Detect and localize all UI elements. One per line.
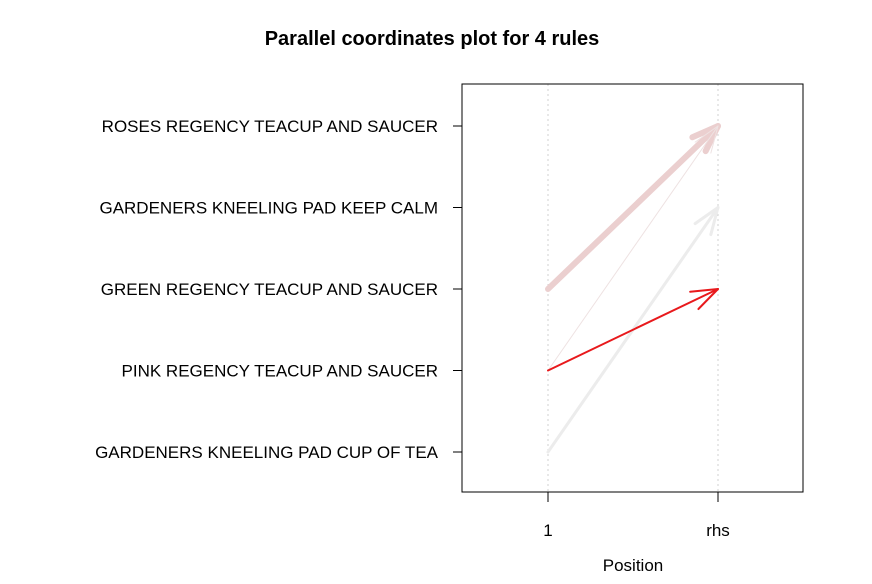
rule-arrow-2 — [547, 125, 719, 371]
y-tick-label: PINK REGENCY TEACUP AND SAUCER — [122, 362, 438, 381]
rules-layer — [545, 123, 721, 454]
rule-arrowhead — [689, 288, 719, 311]
rule-line — [545, 123, 721, 292]
plot-frame — [461, 83, 804, 493]
chart-title: Parallel coordinates plot for 4 rules — [265, 28, 600, 50]
y-tick-label: GREEN REGENCY TEACUP AND SAUCER — [101, 280, 438, 299]
x-tick-label: rhs — [706, 521, 730, 540]
y-tick-label: ROSES REGENCY TEACUP AND SAUCER — [102, 117, 438, 136]
rule-line — [547, 125, 719, 371]
rule-line — [547, 288, 719, 372]
rule-arrow-1 — [545, 123, 721, 292]
rule-arrowhead — [693, 206, 720, 237]
x-tick-label: 1 — [543, 521, 552, 540]
y-tick-label: GARDENERS KNEELING PAD KEEP CALM — [99, 199, 438, 218]
grid-layer — [547, 84, 719, 492]
x-axis-label: Position — [603, 556, 663, 575]
rule-arrowhead — [694, 125, 719, 154]
y-tick-label: GARDENERS KNEELING PAD CUP OF TEA — [95, 443, 439, 462]
y-axis: GARDENERS KNEELING PAD CUP OF TEA PINK RE… — [95, 117, 462, 462]
rule-arrow-4 — [547, 288, 719, 372]
x-axis: 1 rhs — [543, 492, 730, 540]
